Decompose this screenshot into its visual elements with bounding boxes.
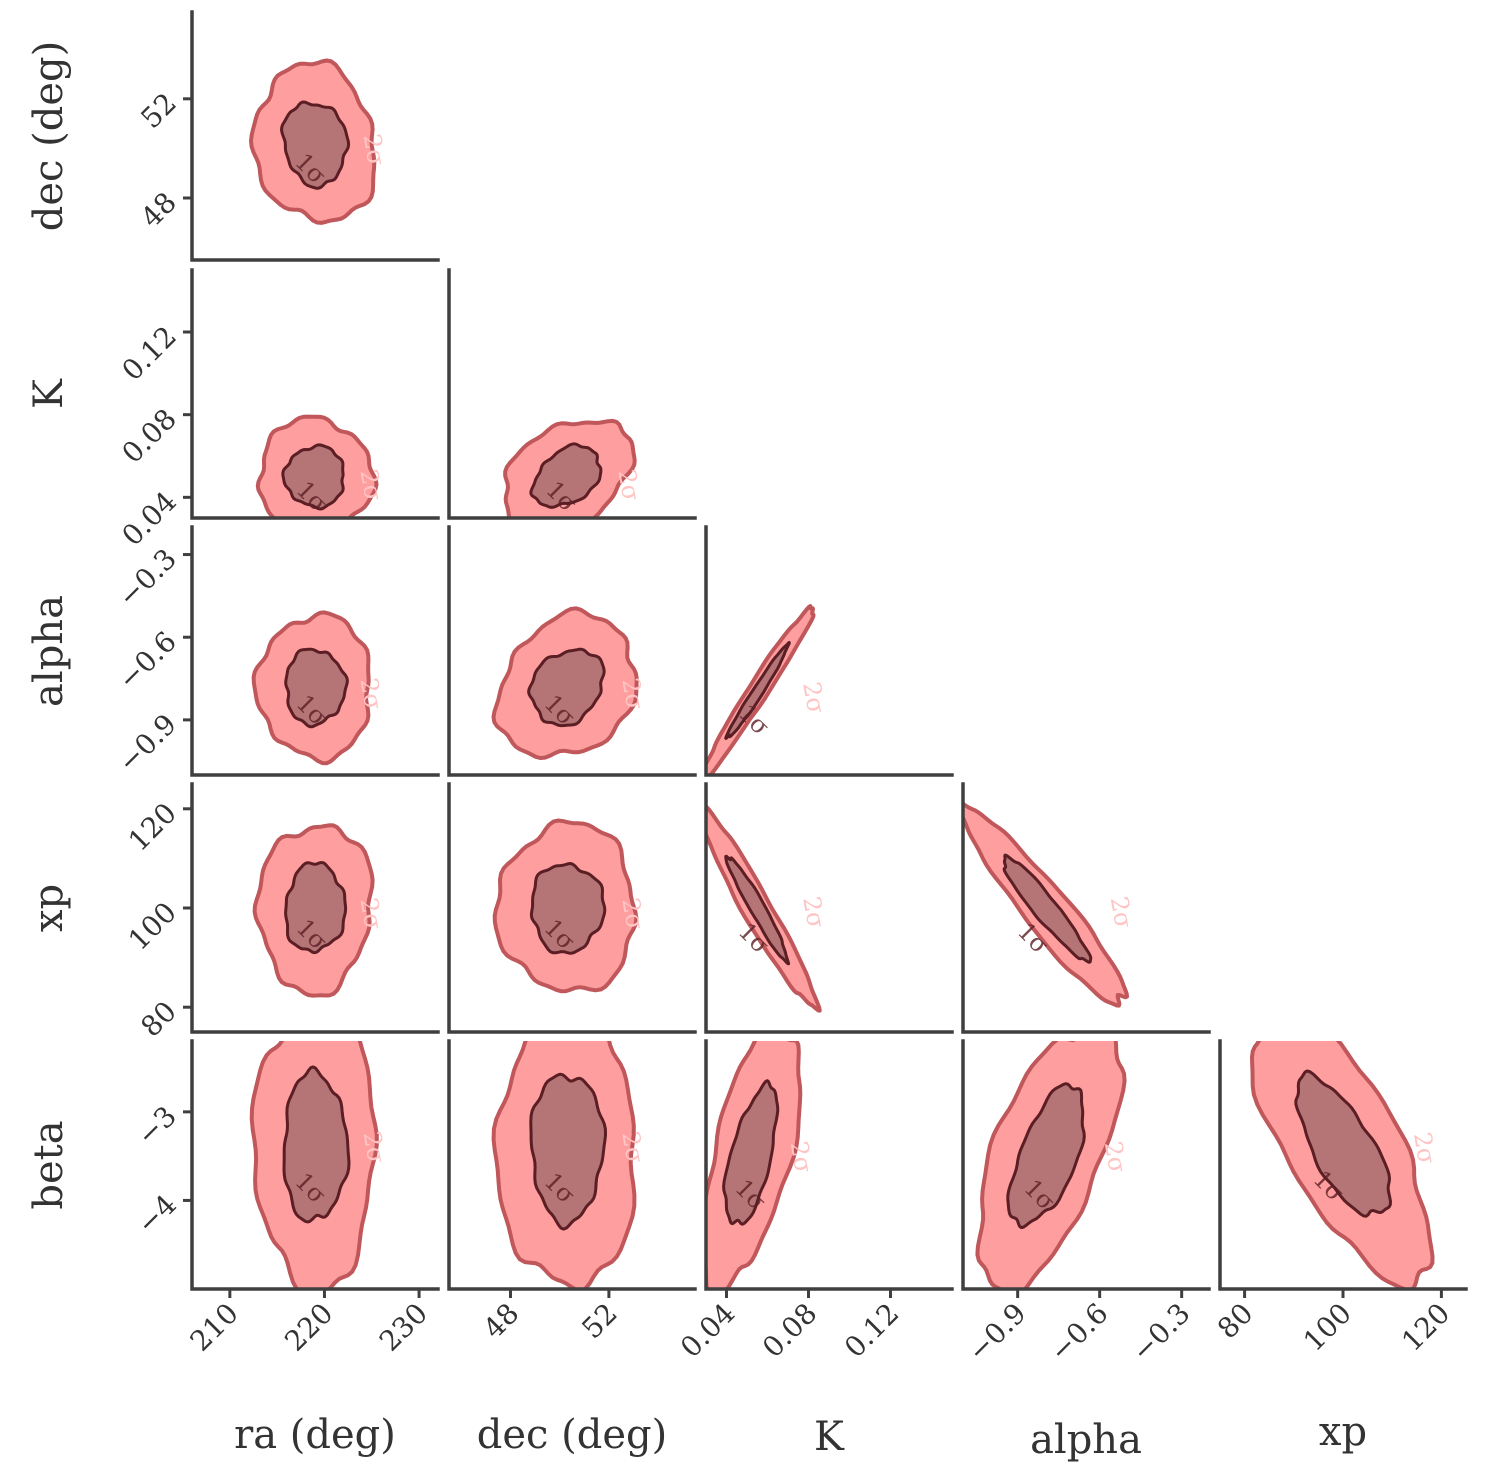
contour-label-2sigma: 2σ xyxy=(616,896,649,932)
contour-1sigma xyxy=(529,1072,607,1231)
contour-label-2sigma: 2σ xyxy=(616,676,649,712)
axis-spines xyxy=(190,268,440,520)
x-tick-label: 220 xyxy=(278,1297,339,1358)
axis-spines xyxy=(190,525,440,777)
contour-1sigma xyxy=(724,854,791,966)
x-axis-label: dec (deg) xyxy=(477,1412,668,1458)
x-tick-label: 0.08 xyxy=(756,1297,823,1364)
contour-label-2sigma: 2σ xyxy=(355,467,388,503)
contour-label-2sigma: 2σ xyxy=(797,680,830,716)
contour-1sigma xyxy=(1002,853,1093,964)
contour-1sigma xyxy=(284,861,348,955)
y-axis-label: dec (deg) xyxy=(26,41,72,232)
axis-spines xyxy=(704,782,954,1034)
y-axis-label: beta xyxy=(26,1120,72,1209)
y-axis-label: K xyxy=(26,378,72,409)
x-tick-label: −0.9 xyxy=(961,1297,1032,1368)
x-tick-label: 0.04 xyxy=(674,1297,741,1364)
contour-1sigma xyxy=(1294,1069,1392,1218)
panel-dec-alpha: 1σ 2σ xyxy=(491,606,649,760)
axis-spines xyxy=(447,525,697,777)
y-tick-label: −4 xyxy=(130,1188,183,1241)
contour-label-2sigma: 2σ xyxy=(1105,894,1138,930)
axis-spines xyxy=(704,1039,954,1291)
y-tick-label: −3 xyxy=(130,1099,183,1152)
axis-spines xyxy=(704,525,954,777)
contour-label-2sigma: 2σ xyxy=(358,1129,391,1165)
panel-dec-K: 1σ 2σ xyxy=(503,418,645,518)
contour-1sigma xyxy=(1006,1082,1086,1230)
panel-ra-alpha: 1σ 2σ xyxy=(251,610,388,766)
y-tick-label: 80 xyxy=(134,995,183,1044)
axis-spines xyxy=(447,1039,697,1291)
axis-spines xyxy=(190,10,440,262)
y-tick-label: 48 xyxy=(134,186,183,235)
panel-ra-K: 1σ 2σ xyxy=(255,414,388,518)
x-tick-label: −0.3 xyxy=(1125,1297,1196,1368)
contour-label-2sigma: 2σ xyxy=(785,1139,818,1175)
y-tick-label: 0.12 xyxy=(116,320,183,387)
contour-1sigma xyxy=(529,862,607,955)
axis-spines xyxy=(190,1039,440,1291)
contour-1sigma xyxy=(282,1065,351,1224)
y-tick-label: 52 xyxy=(134,86,183,135)
y-tick-label: −0.9 xyxy=(112,708,183,779)
x-tick-label: 100 xyxy=(1297,1297,1358,1358)
axis-spines xyxy=(447,782,697,1034)
contour-1sigma xyxy=(527,647,606,728)
y-tick-label: −0.6 xyxy=(112,625,183,696)
y-tick-label: −0.3 xyxy=(112,542,183,613)
axis-spines xyxy=(1218,1039,1468,1291)
contour-label-2sigma: 2σ xyxy=(355,676,388,712)
panel-ra-dec: 1σ 2σ xyxy=(249,58,391,225)
axis-spines xyxy=(190,782,440,1034)
axis-spines xyxy=(447,268,697,520)
contour-label-2sigma: 2σ xyxy=(1099,1139,1132,1175)
y-tick-label: 120 xyxy=(122,796,183,857)
contour-1sigma xyxy=(724,641,791,740)
x-axis-label: alpha xyxy=(1030,1417,1142,1463)
x-tick-label: 230 xyxy=(373,1297,434,1358)
contour-label-2sigma: 2σ xyxy=(1408,1130,1441,1166)
x-axis-label: K xyxy=(814,1414,845,1460)
x-axis-label: xp xyxy=(1319,1409,1367,1455)
contour-label-2sigma: 2σ xyxy=(616,1129,649,1165)
contour-label-2sigma: 2σ xyxy=(358,132,391,168)
x-tick-label: 120 xyxy=(1395,1297,1456,1358)
y-tick-label: 0.08 xyxy=(116,402,183,469)
y-tick-label: 100 xyxy=(122,896,183,957)
contour-label-2sigma: 2σ xyxy=(612,467,645,503)
x-axis-label: ra (deg) xyxy=(234,1412,396,1458)
axis-spines xyxy=(961,782,1211,1034)
contour-label-2sigma: 2σ xyxy=(355,896,388,932)
contour-label-2sigma: 2σ xyxy=(797,894,830,930)
y-tick-label: 0.04 xyxy=(116,485,183,552)
panel-dec-xp: 1σ 2σ xyxy=(492,818,649,994)
contour-1sigma xyxy=(529,442,603,509)
contour-1sigma xyxy=(280,100,351,190)
x-tick-label: −0.6 xyxy=(1043,1297,1114,1368)
contour-1sigma xyxy=(281,443,345,511)
x-tick-label: 52 xyxy=(575,1297,624,1346)
y-axis-label: xp xyxy=(26,884,72,932)
x-tick-label: 0.12 xyxy=(838,1297,905,1364)
x-tick-label: 80 xyxy=(1211,1297,1260,1346)
panel-ra-xp: 1σ 2σ xyxy=(252,823,388,998)
x-tick-label: 210 xyxy=(184,1297,245,1358)
contour-1sigma xyxy=(284,647,349,729)
x-tick-label: 48 xyxy=(477,1297,526,1346)
y-axis-label: alpha xyxy=(26,595,72,707)
axis-spines xyxy=(961,1039,1211,1291)
contour-1sigma xyxy=(722,1079,780,1226)
